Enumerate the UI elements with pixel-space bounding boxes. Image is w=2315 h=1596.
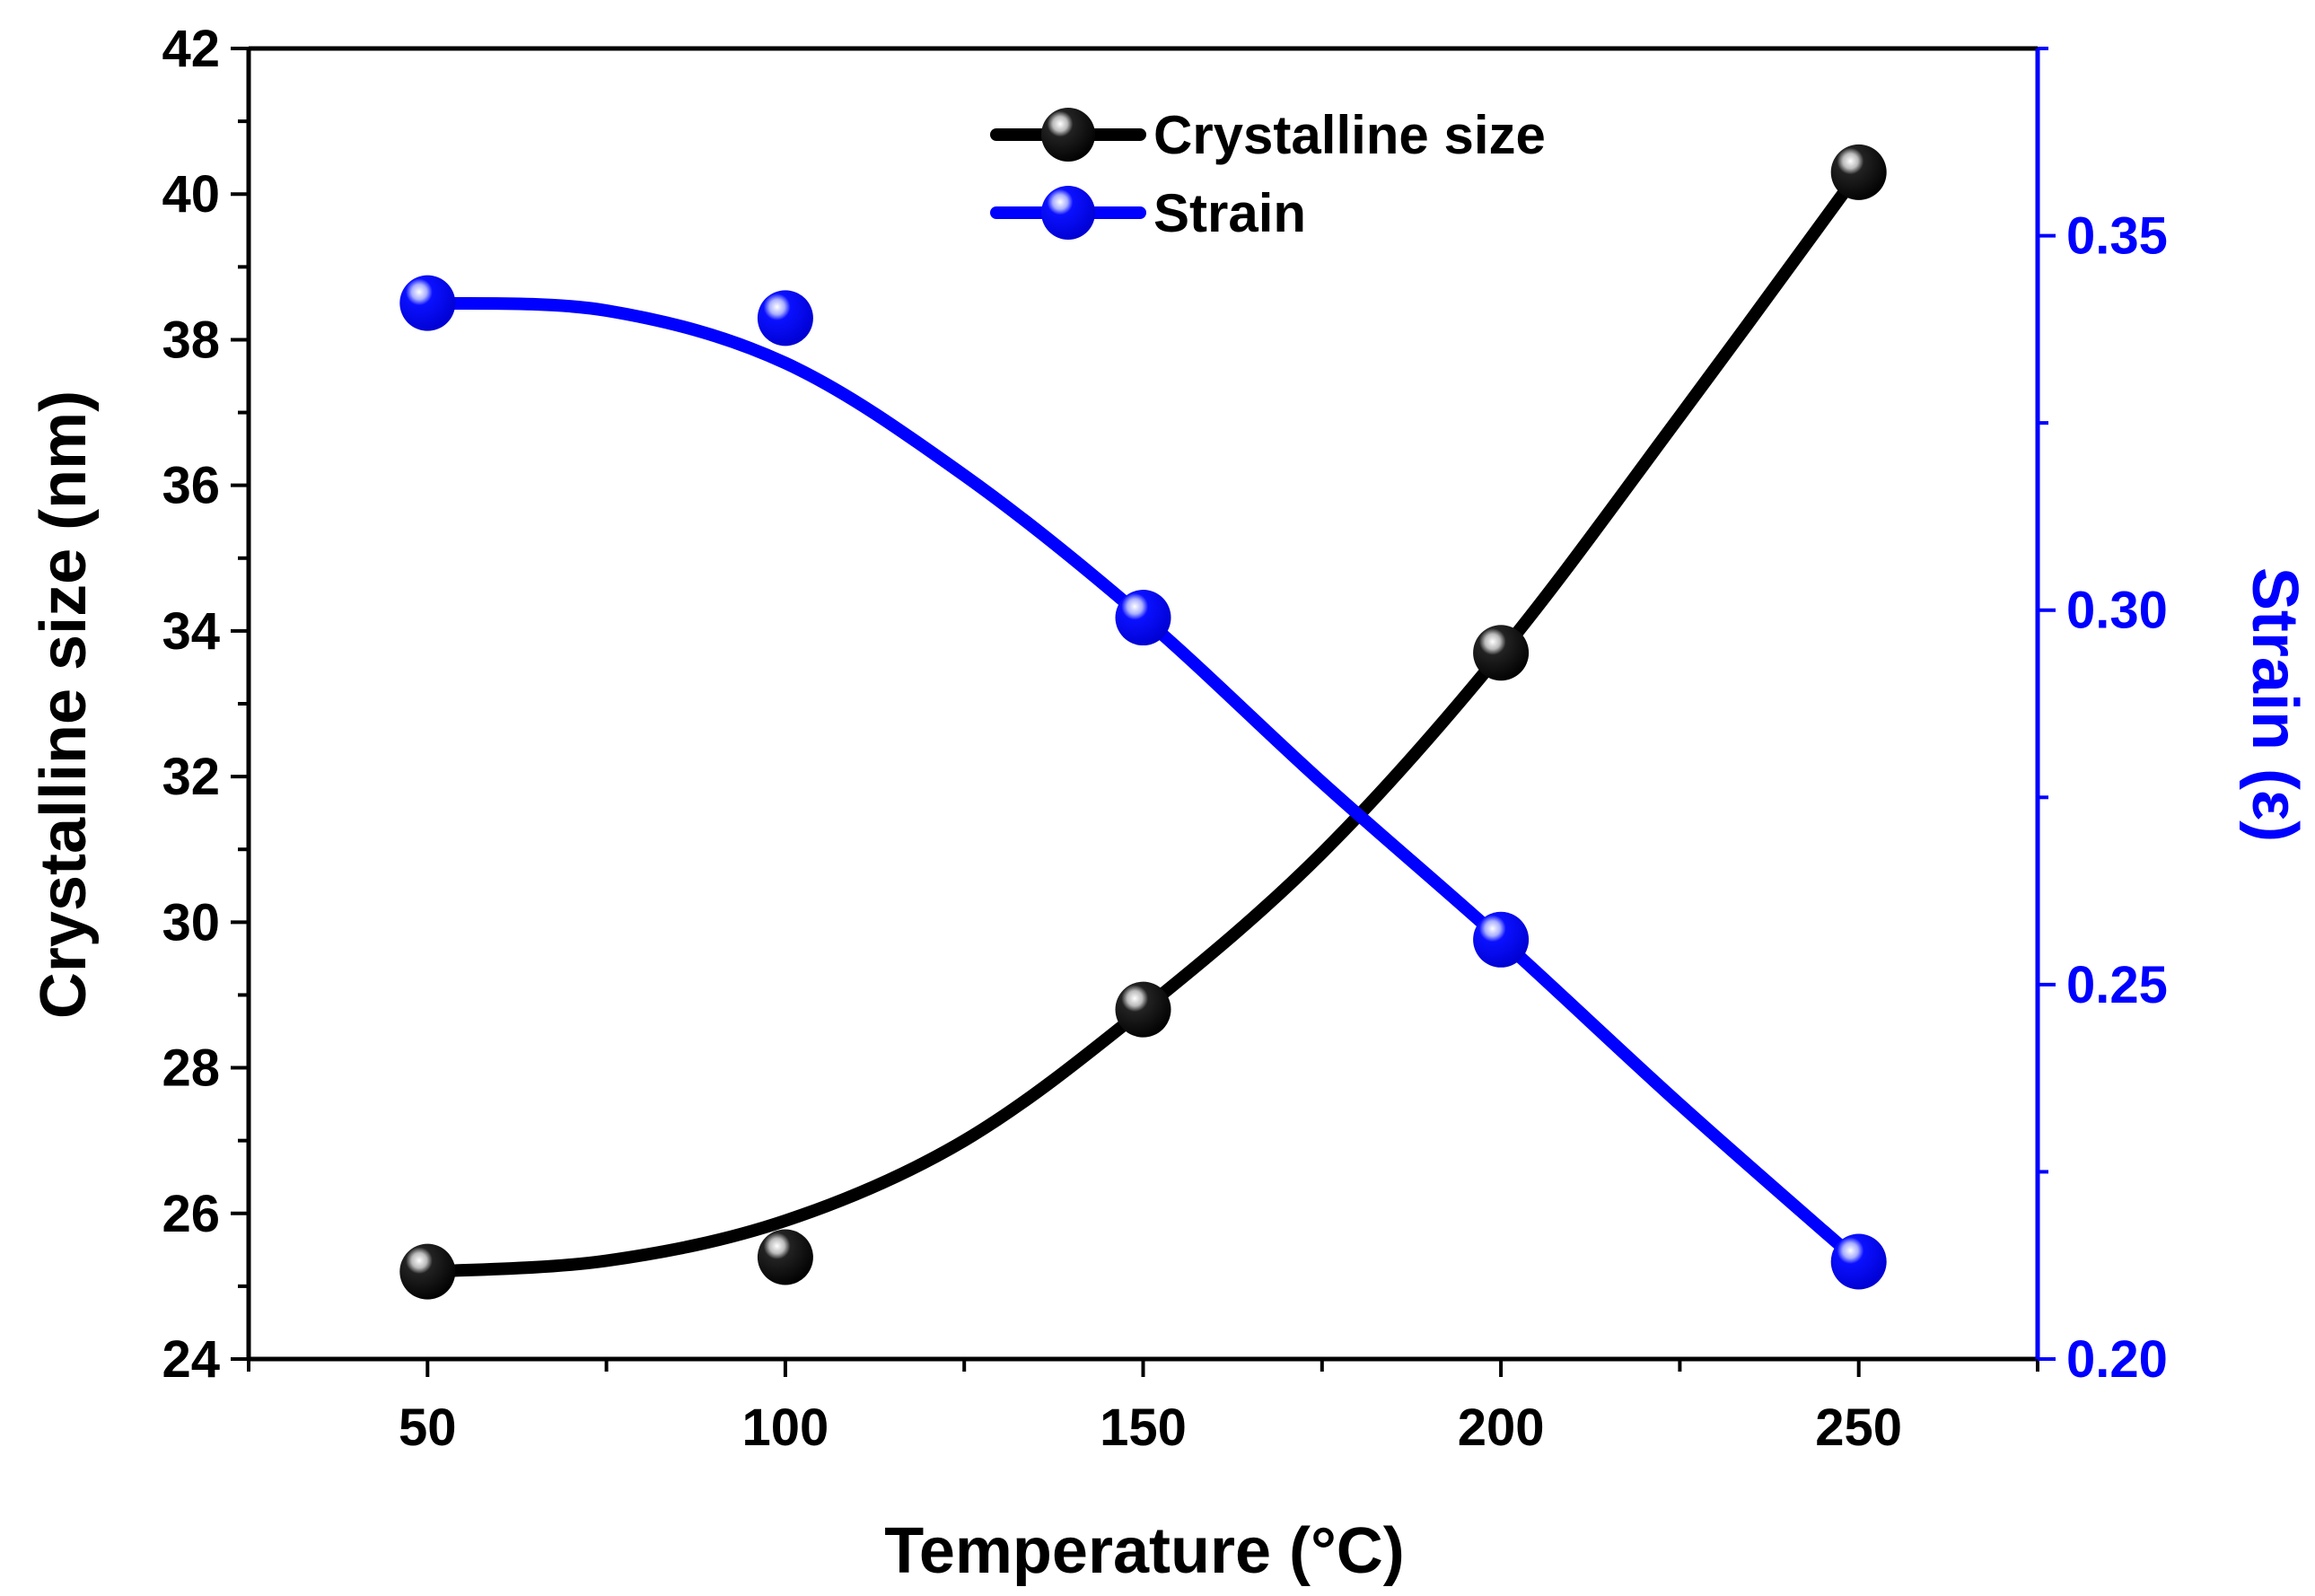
y-left-tick-label: 36	[162, 457, 220, 515]
y-right-tick-label: 0.30	[2066, 582, 2168, 640]
strain-curve	[421, 296, 1865, 1268]
legend-marker-strain	[1041, 186, 1095, 240]
y-left-axis-title: Crystalline size (nm)	[28, 390, 100, 1019]
y-left-tick-label: 42	[162, 20, 220, 78]
crystalline-size-point	[757, 1229, 813, 1285]
legend-label-strain: Strain	[1153, 183, 1306, 243]
crystalline-size-point	[1115, 981, 1171, 1038]
x-tick-label: 250	[1815, 1399, 1902, 1457]
crystalline-size-curve	[421, 165, 1865, 1278]
y-right-tick-label: 0.20	[2066, 1330, 2168, 1389]
crystalline-size-point	[1473, 625, 1530, 681]
markers-group	[399, 144, 1887, 1300]
x-tick-label: 100	[742, 1399, 829, 1457]
legend-label-crystalline: Crystalline size	[1153, 105, 1546, 165]
strain-point	[757, 290, 813, 346]
x-tick-label: 150	[1100, 1399, 1187, 1457]
y-right-axis-title: Strain (ε)	[2239, 567, 2311, 842]
strain-point	[1115, 590, 1171, 646]
legend-marker-crystalline	[1041, 108, 1095, 162]
x-axis-title: Temperature (°C)	[884, 1515, 1405, 1587]
x-tick-label: 200	[1458, 1399, 1545, 1457]
y-left-tick-label: 30	[162, 893, 220, 951]
curves-group	[421, 165, 1865, 1278]
y-left-tick-label: 32	[162, 748, 220, 806]
y-left-tick-label: 26	[162, 1185, 220, 1243]
strain-point	[1473, 911, 1530, 968]
crystalline-size-point	[1830, 144, 1887, 200]
legend: Crystalline size Strain	[990, 105, 1546, 243]
y-right-tick-label: 0.25	[2066, 956, 2168, 1014]
y-left-tick-label: 24	[162, 1330, 220, 1389]
y-left-tick-label: 40	[162, 165, 220, 224]
ticks-group: 50 100 150 200 250 24 26 28 30 32 34 36 38 40 42 0.20 0.…	[162, 20, 2167, 1457]
strain-point	[399, 275, 456, 331]
y-left-tick-label: 38	[162, 311, 220, 369]
y-left-tick-label: 28	[162, 1039, 220, 1098]
y-left-tick-label: 34	[162, 602, 220, 661]
x-tick-label: 50	[399, 1399, 457, 1457]
strain-point	[1830, 1233, 1887, 1290]
y-right-tick-label: 0.35	[2066, 207, 2168, 266]
crystalline-size-point	[399, 1243, 456, 1300]
